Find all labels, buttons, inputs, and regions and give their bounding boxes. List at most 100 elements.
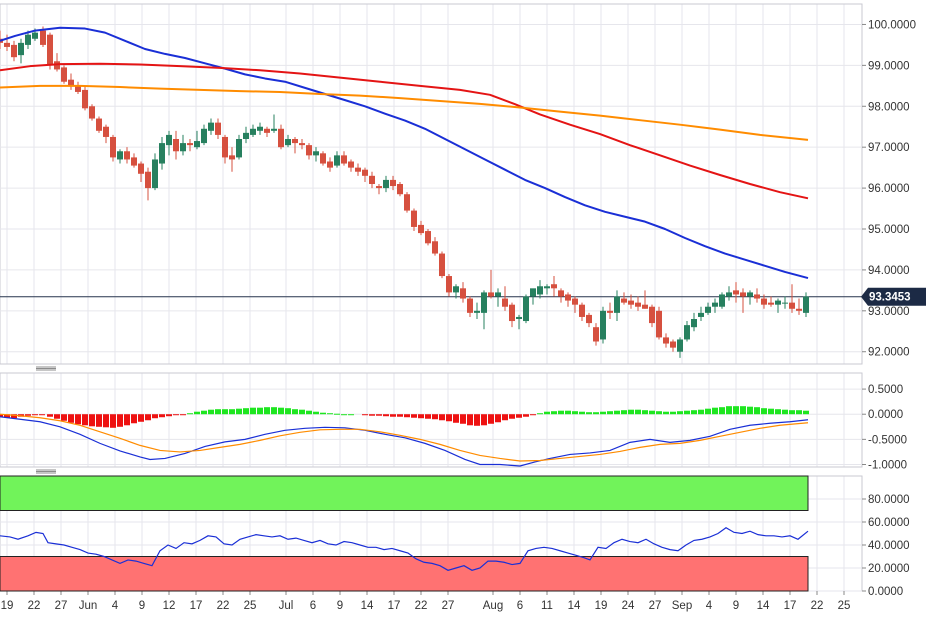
y-tick-label: 0.0000	[868, 409, 903, 421]
candle-body	[495, 292, 501, 297]
candle-body	[194, 141, 200, 148]
macd-histogram-bar	[488, 414, 494, 424]
candle	[285, 134, 291, 148]
macd-histogram-bar	[341, 414, 347, 416]
macd-histogram-bar	[250, 407, 256, 415]
candle	[355, 163, 361, 176]
candle	[530, 288, 536, 305]
last-price-tag: 93.3453	[861, 287, 926, 306]
candle	[719, 292, 725, 309]
candle	[264, 126, 270, 137]
macd-histogram-bar	[110, 414, 116, 428]
y-tick-label: 97.0000	[868, 142, 910, 154]
candle	[11, 40, 17, 62]
candle	[138, 161, 144, 182]
macd-histogram-bar	[278, 407, 284, 415]
macd-histogram-bar	[474, 414, 480, 426]
candle	[278, 124, 284, 150]
candle-body	[75, 85, 81, 92]
macd-histogram-bar	[68, 414, 74, 423]
macd-histogram-bar	[194, 411, 200, 415]
y-tick-label: 40.0000	[868, 540, 910, 552]
candle-body	[677, 339, 683, 352]
x-tick-label: Aug	[483, 600, 503, 612]
macd-histogram-bar	[285, 408, 291, 415]
macd-histogram-bar	[705, 408, 711, 415]
candle-body	[250, 128, 256, 135]
macd-histogram-bar	[243, 408, 249, 415]
macd-histogram-bar	[761, 408, 767, 415]
candle-body	[117, 151, 123, 160]
candle	[292, 136, 298, 154]
macd-histogram-bar	[418, 414, 424, 419]
candle-body	[467, 298, 473, 313]
macd-histogram-bar	[173, 414, 179, 416]
candle-body	[145, 171, 151, 189]
candle-body	[110, 136, 116, 158]
x-tick-label: 27	[55, 600, 68, 612]
macd-histogram-bar	[747, 406, 753, 415]
candle	[432, 237, 438, 256]
candle-body	[572, 298, 578, 305]
candle-body	[131, 157, 137, 166]
candle	[390, 175, 396, 191]
candle	[502, 286, 508, 311]
candle	[670, 339, 676, 352]
macd-histogram-bar	[334, 413, 340, 415]
macd-histogram-bar	[467, 414, 473, 426]
macd-histogram-bar	[621, 410, 627, 415]
candle	[614, 290, 620, 322]
macd-histogram-bar	[299, 409, 305, 415]
candle-body	[663, 337, 669, 344]
macd-histogram-bar	[264, 407, 270, 415]
candle-body	[733, 290, 739, 295]
x-tick-label: 14	[757, 600, 770, 612]
candle	[537, 280, 543, 299]
candle-body	[446, 276, 452, 293]
candle	[586, 312, 592, 328]
candle-body	[544, 286, 550, 289]
x-tick-label: 19	[595, 600, 608, 612]
candle-body	[229, 155, 235, 160]
macd-histogram-bar	[411, 414, 417, 418]
candle-body	[173, 139, 179, 152]
macd-histogram-bar	[39, 414, 45, 416]
x-tick-label: 22	[415, 600, 428, 612]
candle-body	[642, 304, 648, 309]
macd-histogram-bar	[313, 411, 319, 415]
candle-body	[614, 296, 620, 313]
candle-body	[782, 302, 788, 304]
candle	[180, 134, 186, 156]
macd-histogram-bar	[691, 410, 697, 415]
candle-body	[355, 167, 361, 172]
candle-body	[712, 302, 718, 307]
macd-histogram-bar	[649, 410, 655, 415]
x-tick-label: 9	[139, 600, 145, 612]
macd-histogram-bar	[677, 411, 683, 415]
candle	[369, 171, 375, 189]
y-tick-label: -0.5000	[868, 434, 907, 446]
candle-body	[509, 304, 515, 322]
candle	[425, 229, 431, 246]
macd-histogram-bar	[180, 414, 186, 416]
last-price-label: 93.3453	[869, 292, 911, 304]
candle-body	[516, 316, 522, 319]
candle-body	[418, 224, 424, 234]
y-tick-label: 93.0000	[868, 306, 910, 318]
candle-body	[222, 136, 228, 158]
y-tick-label: 20.0000	[868, 563, 910, 575]
candle-body	[236, 139, 242, 158]
macd-signal-line	[0, 413, 809, 462]
candle-body	[152, 159, 158, 189]
last-price-tag-bg	[861, 287, 926, 306]
macd-histogram-bar	[600, 411, 606, 415]
x-tick-label: 19	[1, 600, 14, 612]
macd-histogram-bar	[348, 414, 354, 416]
candle	[187, 139, 193, 152]
candle-body	[761, 298, 767, 305]
candle-body	[334, 155, 340, 166]
candle	[68, 73, 74, 90]
candle-body	[103, 126, 109, 137]
macd-histogram-bar	[362, 414, 368, 416]
